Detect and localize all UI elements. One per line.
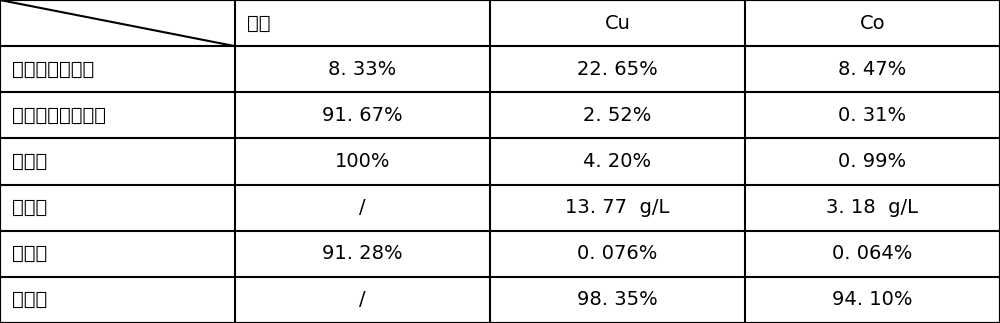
- Text: 94. 10%: 94. 10%: [832, 290, 913, 309]
- Text: 原矿石（原料２）: 原矿石（原料２）: [12, 106, 106, 125]
- Text: /: /: [359, 290, 366, 309]
- Text: 91. 67%: 91. 67%: [322, 106, 403, 125]
- Text: 比例: 比例: [247, 14, 270, 33]
- Text: 总原料: 总原料: [12, 152, 47, 171]
- Text: 2. 52%: 2. 52%: [583, 106, 652, 125]
- Text: 98. 35%: 98. 35%: [577, 290, 658, 309]
- Text: Co: Co: [860, 14, 885, 33]
- Text: 浸出渣: 浸出渣: [12, 244, 47, 263]
- Text: 4. 20%: 4. 20%: [583, 152, 652, 171]
- Text: 91. 28%: 91. 28%: [322, 244, 403, 263]
- Text: 13. 77  g/L: 13. 77 g/L: [565, 198, 670, 217]
- Text: 3. 18  g/L: 3. 18 g/L: [826, 198, 918, 217]
- Text: 0. 064%: 0. 064%: [832, 244, 913, 263]
- Text: 焙砂（原料１）: 焙砂（原料１）: [12, 60, 94, 79]
- Text: Cu: Cu: [605, 14, 630, 33]
- Text: 22. 65%: 22. 65%: [577, 60, 658, 79]
- Text: 8. 33%: 8. 33%: [328, 60, 397, 79]
- Text: /: /: [359, 198, 366, 217]
- Text: 100%: 100%: [335, 152, 390, 171]
- Text: 0. 99%: 0. 99%: [838, 152, 907, 171]
- Text: 0. 31%: 0. 31%: [838, 106, 907, 125]
- Text: 浸出液: 浸出液: [12, 198, 47, 217]
- Text: 浸出率: 浸出率: [12, 290, 47, 309]
- Text: 0. 076%: 0. 076%: [577, 244, 658, 263]
- Text: 8. 47%: 8. 47%: [838, 60, 907, 79]
